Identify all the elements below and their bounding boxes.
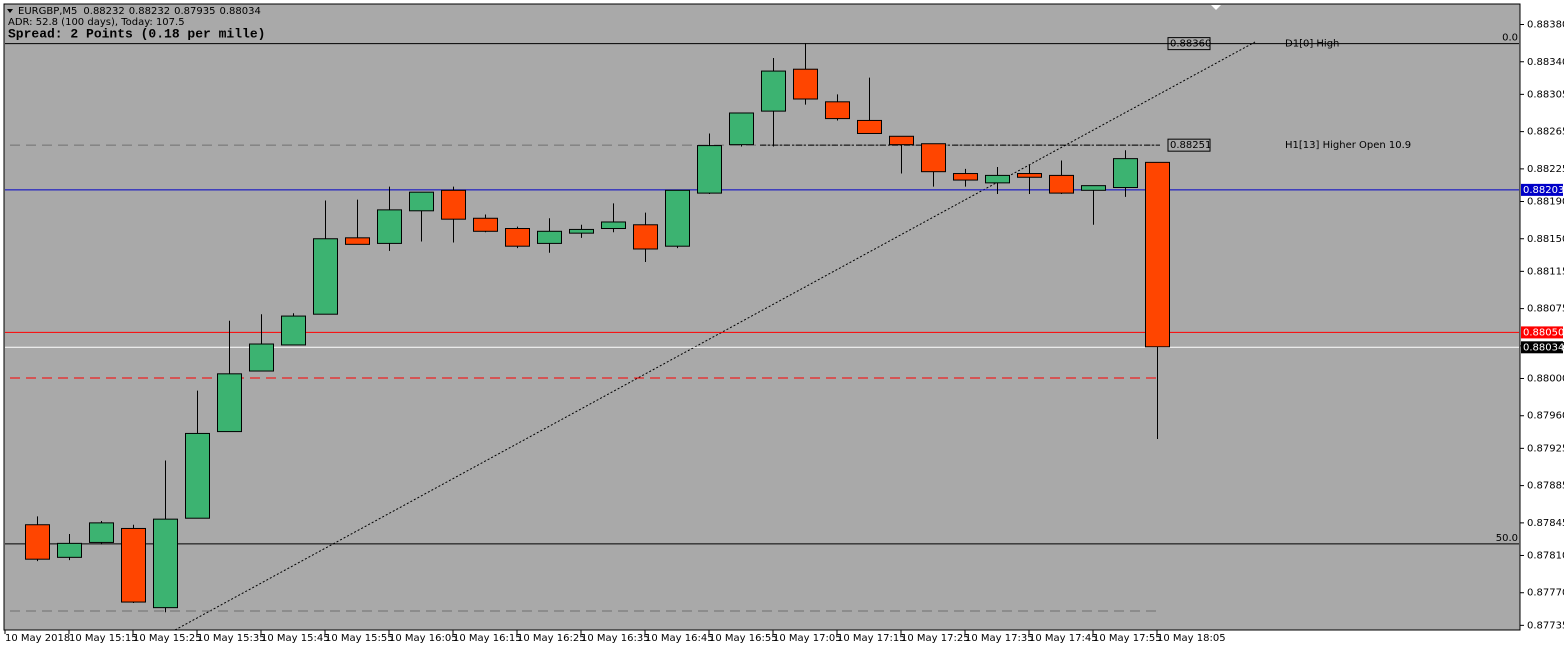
candle-body <box>601 221 626 230</box>
candle-body <box>697 145 722 194</box>
price-tag-label: 0.88050 <box>1523 327 1564 338</box>
x-tick-label: 10 May 17:35 <box>965 633 1034 644</box>
price-tag <box>1521 341 1563 354</box>
level-box <box>1167 138 1211 152</box>
candle-body <box>1081 185 1106 191</box>
candle-body <box>57 542 82 558</box>
x-tick-label: 10 May 17:05 <box>773 633 842 644</box>
x-tick-label: 10 May 15:45 <box>261 633 330 644</box>
candle-body <box>377 209 402 244</box>
header-low: 0.87935 <box>174 6 215 17</box>
x-tick-label: 10 May 15:35 <box>197 633 266 644</box>
candle-body <box>665 189 690 247</box>
x-tick-label: 10 May 17:25 <box>901 633 970 644</box>
candle-body <box>1145 161 1170 348</box>
candle-body <box>537 230 562 244</box>
x-tick-label: 10 May 17:55 <box>1093 633 1162 644</box>
x-tick-label: 10 May 15:15 <box>69 633 138 644</box>
y-tick-label: 0.88075 <box>1527 304 1564 315</box>
candle-body <box>25 524 50 560</box>
symbol: EURGBP,M5 <box>18 6 77 17</box>
candle-body <box>345 237 370 245</box>
x-tick-label: 10 May 15:25 <box>133 633 202 644</box>
adr-text: ADR: 52.8 (100 days), Today: 107.5 <box>8 17 185 28</box>
candle-body <box>921 143 946 173</box>
candle-body <box>121 527 146 603</box>
header-close: 0.88034 <box>219 6 260 17</box>
x-tick-label: 10 May 16:15 <box>453 633 522 644</box>
header-line: EURGBP,M5 0.88232 0.88232 0.87935 0.88034 <box>18 6 261 17</box>
x-tick-label: 10 May 2018 <box>5 633 70 644</box>
candle-body <box>825 101 850 120</box>
candle-body <box>1049 174 1074 194</box>
candle-body <box>761 70 786 112</box>
y-tick-label: 0.88305 <box>1527 89 1564 100</box>
candle-body <box>1017 173 1042 178</box>
y-tick-label: 0.88115 <box>1527 266 1564 277</box>
level-box-label: 0.88251 <box>1170 140 1211 151</box>
y-tick-label: 0.87735 <box>1527 620 1564 631</box>
candle-body <box>281 315 306 346</box>
level-box <box>1167 37 1211 51</box>
x-tick-label: 10 May 17:15 <box>837 633 906 644</box>
candle-body <box>729 112 754 146</box>
x-tick-label: 10 May 16:55 <box>709 633 778 644</box>
fib-label: 50.0 <box>1496 533 1518 544</box>
x-tick-label: 10 May 16:25 <box>517 633 586 644</box>
candle-body <box>473 217 498 232</box>
price-tag <box>1521 326 1563 339</box>
candle-body <box>953 173 978 181</box>
fib-label: 0.0 <box>1502 33 1518 44</box>
price-tag-label: 0.88034 <box>1523 342 1564 353</box>
candle-body <box>249 343 274 372</box>
header-high: 0.88232 <box>129 6 170 17</box>
menu-arrow <box>7 9 13 13</box>
x-tick-label: 10 May 15:55 <box>325 633 394 644</box>
y-tick-label: 0.88265 <box>1527 127 1564 138</box>
level-box-label: 0.88360 <box>1170 39 1211 50</box>
marks <box>5 43 1519 613</box>
y-tick-label: 0.88225 <box>1527 164 1564 175</box>
candle-body <box>793 68 818 100</box>
candle-body <box>153 518 178 609</box>
price-tag-label: 0.88203 <box>1523 185 1564 196</box>
candle-body <box>889 135 914 146</box>
candle-body <box>985 174 1010 184</box>
candle-body <box>217 373 242 433</box>
header-open: 0.88232 <box>83 6 124 17</box>
candle-body <box>89 522 114 543</box>
y-tick-label: 0.87885 <box>1527 481 1564 492</box>
x-tick-label: 10 May 16:35 <box>581 633 650 644</box>
trend-line <box>174 41 1256 631</box>
x-tick-label: 10 May 17:45 <box>1029 633 1098 644</box>
x-tick-label: 10 May 16:45 <box>645 633 714 644</box>
level-text: D1[0] High <box>1285 39 1339 50</box>
candle-body <box>409 191 434 212</box>
price-tag <box>1521 183 1563 196</box>
candle-body <box>185 432 210 519</box>
x-tick-label: 10 May 18:05 <box>1157 633 1226 644</box>
candle-body <box>505 228 530 247</box>
shift-marker <box>1211 5 1221 10</box>
x-tick-label: 10 May 16:05 <box>389 633 458 644</box>
candle-body <box>1113 158 1138 189</box>
candle-body <box>633 224 658 250</box>
candle-body <box>313 238 338 315</box>
y-tick-label: 0.87925 <box>1527 443 1564 454</box>
spread-text: Spread: 2 Points (0.18 per mille) <box>8 26 265 41</box>
candle-body <box>441 189 466 220</box>
level-text: H1[13] Higher Open 10.9 <box>1285 140 1411 151</box>
candle-body <box>857 119 882 134</box>
candle-body <box>569 228 594 234</box>
y-tick-label: 0.87845 <box>1527 518 1564 529</box>
